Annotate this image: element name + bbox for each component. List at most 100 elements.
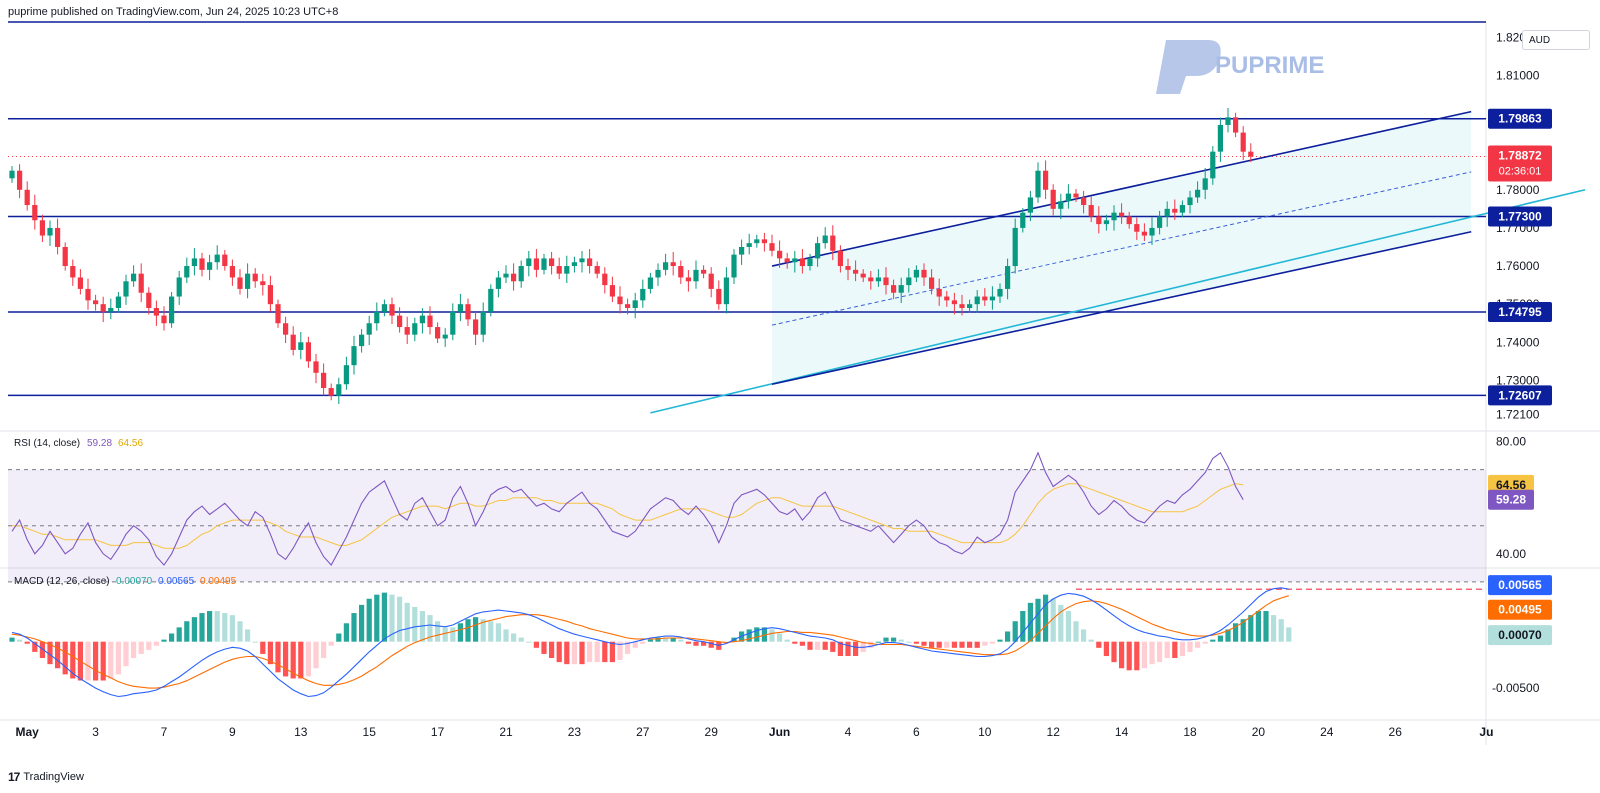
candle [777,240,783,268]
macd-histogram-bar [526,641,532,643]
candle-body [229,266,235,278]
candle-body [70,266,76,278]
candle [305,336,311,368]
candle-body [822,235,828,244]
candle [1195,181,1201,203]
candle-body [123,281,129,297]
candle [518,260,524,288]
candle-body [366,323,372,335]
candle [594,261,600,279]
candle [1210,146,1216,185]
macd-pane[interactable]: MACD (12, 26, close) 0.00070 0.00565 0.0049… [9,575,1552,698]
currency-selector[interactable]: AUD [1522,30,1590,50]
candle-body [678,266,684,278]
time-tick-label: 4 [845,725,852,739]
macd-histogram-bar [397,596,403,642]
candle-body [24,189,30,206]
tradingview-brand-text: TradingView [23,771,84,783]
candle-body [936,288,942,297]
candle [693,260,699,289]
macd-histogram-bar [336,633,342,642]
rsi-value-text: 59.28 [1496,493,1526,507]
macd-histogram-bar [245,629,251,642]
level-price-tag [1488,385,1552,406]
macd-histogram-bar [663,637,669,642]
rsi-pane[interactable]: RSI (14, close) 59.28 64.56 80.0040.0064.56… [8,435,1534,583]
macd-histogram-bar [678,639,684,642]
candle-body [944,296,950,301]
candle [191,248,197,276]
macd-histogram-bar [511,633,517,642]
candle-body [951,300,957,305]
tradingview-brand[interactable]: 17 TradingView [8,770,84,784]
candle [967,299,973,313]
macd-histogram-bar [701,641,707,646]
candle [784,252,790,269]
time-axis[interactable]: May 3 7 9 13 15 17 21 23 27 29 Jun 4 6 10 12 14 18 20 24 26 J… [0,719,1600,739]
candle-body [457,304,463,312]
macd-histogram-bar [47,641,53,665]
macd-histogram-bar [921,641,927,646]
level-price-text: 1.77300 [1498,209,1542,223]
candle [207,254,213,281]
candle [1240,126,1246,161]
macd-histogram-bar [533,641,539,648]
level-price-text: 1.72607 [1498,388,1542,402]
macd-histogram-bar [222,613,228,642]
candle-body [1157,216,1163,228]
candle [883,267,889,295]
candle-body [480,311,486,335]
time-tick-label: 24 [1320,725,1334,739]
macd-histogram-bar [465,619,471,642]
macd-histogram-bar [815,641,821,650]
candle [108,298,114,320]
candle-body [290,334,296,350]
macd-histogram-bar [1286,627,1292,642]
candle [260,273,266,296]
candle [891,279,897,300]
candle-body [1012,227,1018,267]
macd-histogram-bar [115,641,121,675]
candle [359,329,365,353]
macd-histogram-bar [359,604,365,642]
price-pane[interactable]: 1.820001.810001.800001.790001.780001.770… [8,21,1586,422]
candle-body [1202,178,1208,190]
macd-histogram-bar [769,629,775,642]
candle [913,265,919,283]
candle [898,277,904,304]
macd-histogram-bar [1081,629,1087,642]
candle-body [1043,170,1049,190]
macd-histogram-bar [237,621,243,642]
candle [1164,201,1170,227]
candle [632,292,638,319]
candle [1141,223,1147,242]
candle [921,263,927,286]
candle [708,267,714,298]
time-tick-label: 27 [636,725,650,739]
macd-histogram-bar [883,637,889,642]
macd-histogram-bar [845,641,851,656]
macd-histogram-bar [442,627,448,642]
rsi-tick-label: 80.00 [1496,435,1526,449]
candle [85,278,91,310]
macd-histogram-bar [594,641,600,663]
channel-lower-line [771,230,1472,386]
price-tick-label: 1.76000 [1496,259,1540,273]
macd-histogram-bar [989,641,995,644]
candle-body [982,296,988,301]
candle [480,302,486,343]
candle [815,236,821,267]
macd-histogram-bar [1088,639,1094,642]
candle [62,242,68,271]
macd-histogram-bar [9,637,15,642]
macd-histogram-bar [1050,598,1056,642]
macd-histogram-bar [1240,619,1246,642]
candle-body [1081,197,1087,206]
candle [647,272,653,294]
price-tick-label: 1.72100 [1496,408,1540,422]
candle [587,249,593,274]
candle-body [541,258,547,270]
macd-histogram-bar [1012,621,1018,642]
macd-histogram-bar [754,627,760,642]
